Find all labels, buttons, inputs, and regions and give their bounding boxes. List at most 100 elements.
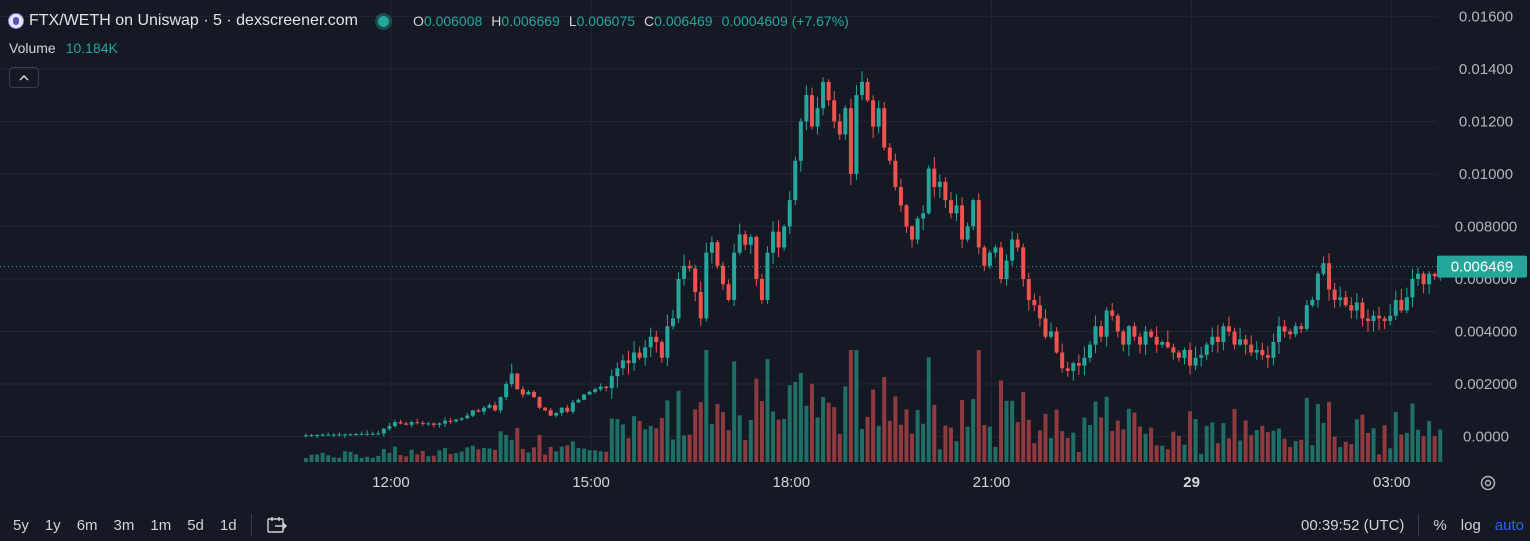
candle xyxy=(1015,233,1020,252)
candle xyxy=(815,96,820,135)
candle xyxy=(487,403,492,409)
volume-bar xyxy=(1037,430,1042,462)
candle-body xyxy=(465,415,470,419)
candle-body xyxy=(454,419,459,422)
volume-bar xyxy=(832,407,837,462)
utc-clock[interactable]: 00:39:52 (UTC) xyxy=(1301,516,1405,534)
log-scale-button[interactable]: log xyxy=(1460,516,1481,534)
candle xyxy=(687,260,692,272)
volume-bar xyxy=(1193,419,1198,462)
candle-body xyxy=(709,242,714,253)
candle xyxy=(743,230,748,251)
volume-bar xyxy=(1238,440,1243,462)
volume-bar xyxy=(1277,428,1281,462)
timeframe-1y[interactable]: 1y xyxy=(44,516,61,534)
volume-bar xyxy=(765,359,770,462)
volume-bar xyxy=(1015,422,1020,462)
candle xyxy=(1138,332,1142,354)
auto-scale-button[interactable]: auto xyxy=(1494,516,1524,534)
time-axis: 12:00 15:00 18:00 21:00 29 03:00 xyxy=(372,474,1410,491)
candle xyxy=(626,350,631,374)
candle-body xyxy=(1210,336,1215,345)
candle-body xyxy=(1060,352,1065,369)
candle-body xyxy=(570,402,575,412)
candle-body xyxy=(887,147,892,161)
volume-bar xyxy=(342,451,347,462)
collapse-legend-button[interactable] xyxy=(9,67,39,88)
candle xyxy=(515,372,520,390)
volume-bar xyxy=(470,445,475,462)
chart-legend-header: FTX/WETH on Uniswap · 5 · dexscreener.co… xyxy=(8,11,849,31)
candle-body xyxy=(1176,352,1181,358)
candle-body xyxy=(326,434,331,436)
candle xyxy=(843,105,848,140)
candle xyxy=(481,405,486,415)
candle xyxy=(1277,316,1281,354)
volume-bar xyxy=(1416,429,1420,462)
volume-bar xyxy=(315,454,320,462)
candle xyxy=(1165,330,1170,349)
candle xyxy=(1377,307,1382,330)
price-chart[interactable]: 0.01600 0.01400 0.01200 0.01000 0.008000 0.00… xyxy=(0,0,1530,500)
timeframe-1d[interactable]: 1d xyxy=(219,516,237,534)
candle xyxy=(765,246,770,304)
candle xyxy=(465,412,470,420)
candle xyxy=(782,224,787,251)
candle-body xyxy=(1126,326,1131,345)
candle-body xyxy=(1104,310,1109,337)
pair-symbol[interactable]: FTX/WETH xyxy=(29,12,111,29)
timeframe-6m[interactable]: 6m xyxy=(76,516,98,534)
volume-bar xyxy=(1115,420,1120,462)
candle xyxy=(354,432,359,436)
timeframe-1m[interactable]: 1m xyxy=(150,516,172,534)
candle xyxy=(1427,270,1432,295)
candle xyxy=(543,406,548,412)
candle xyxy=(431,422,436,428)
candle xyxy=(1343,290,1348,308)
candle xyxy=(693,264,698,302)
candle xyxy=(804,85,809,131)
candle-body xyxy=(1354,302,1359,311)
gear-icon[interactable] xyxy=(1479,474,1497,492)
candle-body xyxy=(1365,318,1370,321)
toolbar-divider xyxy=(1418,514,1420,536)
candle xyxy=(1021,243,1026,287)
volume-bar xyxy=(887,420,892,462)
candle xyxy=(498,396,503,413)
volume-bar xyxy=(1032,443,1037,462)
candle-body xyxy=(1010,239,1015,261)
volume-bar xyxy=(431,455,436,462)
volume-bar xyxy=(515,427,520,462)
candle-body xyxy=(476,410,481,412)
candle xyxy=(632,340,637,372)
volume-bar xyxy=(1421,436,1426,462)
volume-bar xyxy=(1371,428,1376,462)
timeframe-5y[interactable]: 5y xyxy=(13,516,29,534)
timeframe-5d[interactable]: 5d xyxy=(187,516,204,534)
candle xyxy=(1115,313,1120,338)
candle-body xyxy=(926,168,931,214)
timeframe-3m[interactable]: 3m xyxy=(113,516,135,534)
candle-body xyxy=(1082,357,1087,366)
volume-bar xyxy=(604,451,609,462)
percent-scale-button[interactable]: % xyxy=(1433,516,1447,534)
volume-bar xyxy=(1160,445,1165,462)
candle xyxy=(1399,289,1404,313)
calendar-goto-icon[interactable] xyxy=(266,515,288,535)
candle xyxy=(1249,335,1254,357)
candle xyxy=(620,354,625,375)
volume-bar xyxy=(860,429,864,462)
candle xyxy=(392,419,397,428)
candle-body xyxy=(1282,326,1287,332)
candle xyxy=(548,407,553,417)
volume-bar xyxy=(1410,403,1415,462)
candle xyxy=(1160,340,1165,348)
change-value: 0.0004609 (+7.67%) xyxy=(721,13,849,29)
volume-bar xyxy=(304,458,308,462)
candle xyxy=(1082,346,1087,376)
volume-bar xyxy=(804,405,809,462)
open-key: O xyxy=(413,13,424,29)
volume-bar xyxy=(1215,443,1220,462)
candle xyxy=(1149,328,1154,339)
volume-legend: Volume 10.184K xyxy=(9,40,118,56)
